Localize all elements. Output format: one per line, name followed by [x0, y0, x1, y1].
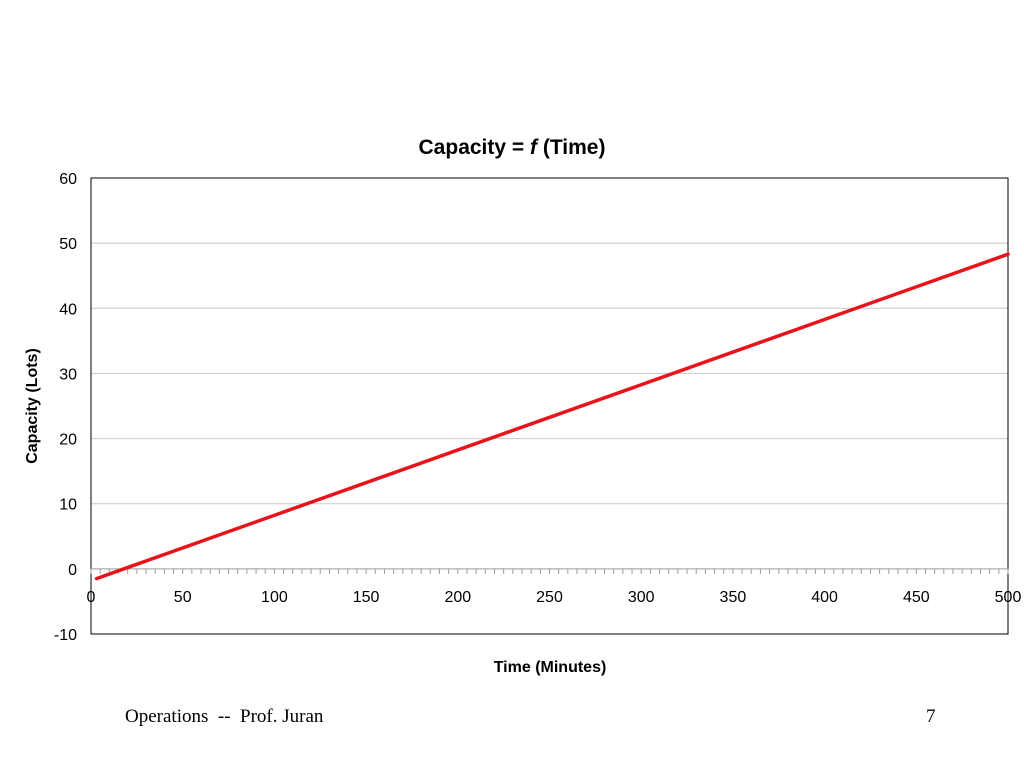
plot-area	[90, 177, 1009, 635]
x-tick-label: 350	[720, 589, 747, 606]
x-tick-label: 250	[536, 589, 563, 606]
x-tick-label: 100	[261, 589, 288, 606]
y-tick-label: -10	[54, 627, 77, 644]
y-tick-label: 50	[59, 236, 77, 253]
chart: Capacity = f (Time) 0 50 100 150 200 250 300 35…	[24, 136, 1022, 676]
x-tick-label: 400	[811, 589, 838, 606]
y-tick-label: 0	[68, 562, 77, 579]
x-axis-label: Time (Minutes)	[494, 659, 607, 676]
series-line	[94, 252, 1010, 581]
footer-course-label: Operations -- Prof. Juran	[125, 706, 324, 727]
gridlines	[91, 242, 1008, 505]
y-tick-label: 30	[59, 366, 77, 383]
x-tick-label: 500	[995, 589, 1022, 606]
x-tick-label: 150	[353, 589, 380, 606]
y-tick-label: 20	[59, 432, 77, 449]
page-number: 7	[926, 706, 936, 727]
chart-title-prefix: Capacity =	[419, 136, 530, 159]
x-tick-label: 450	[903, 589, 930, 606]
y-tick-label: 40	[59, 301, 77, 318]
chart-title-suffix: (Time)	[537, 136, 605, 159]
chart-title-function: f	[530, 136, 539, 159]
y-axis: -10 0 10 20 30 40 50 60	[54, 171, 77, 644]
series-layer	[94, 252, 1010, 581]
chart-title: Capacity = f (Time)	[419, 136, 606, 159]
x-tick-label: 200	[444, 589, 471, 606]
y-tick-label: 60	[59, 171, 77, 188]
y-axis-label: Capacity (Lots)	[24, 348, 41, 464]
x-tick-label: 300	[628, 589, 655, 606]
x-tick-label: 0	[87, 589, 96, 606]
y-tick-label: 10	[59, 497, 77, 514]
x-tick-label: 50	[174, 589, 192, 606]
x-axis: 0 50 100 150 200 250 300 350 400 450 500	[87, 568, 1022, 606]
